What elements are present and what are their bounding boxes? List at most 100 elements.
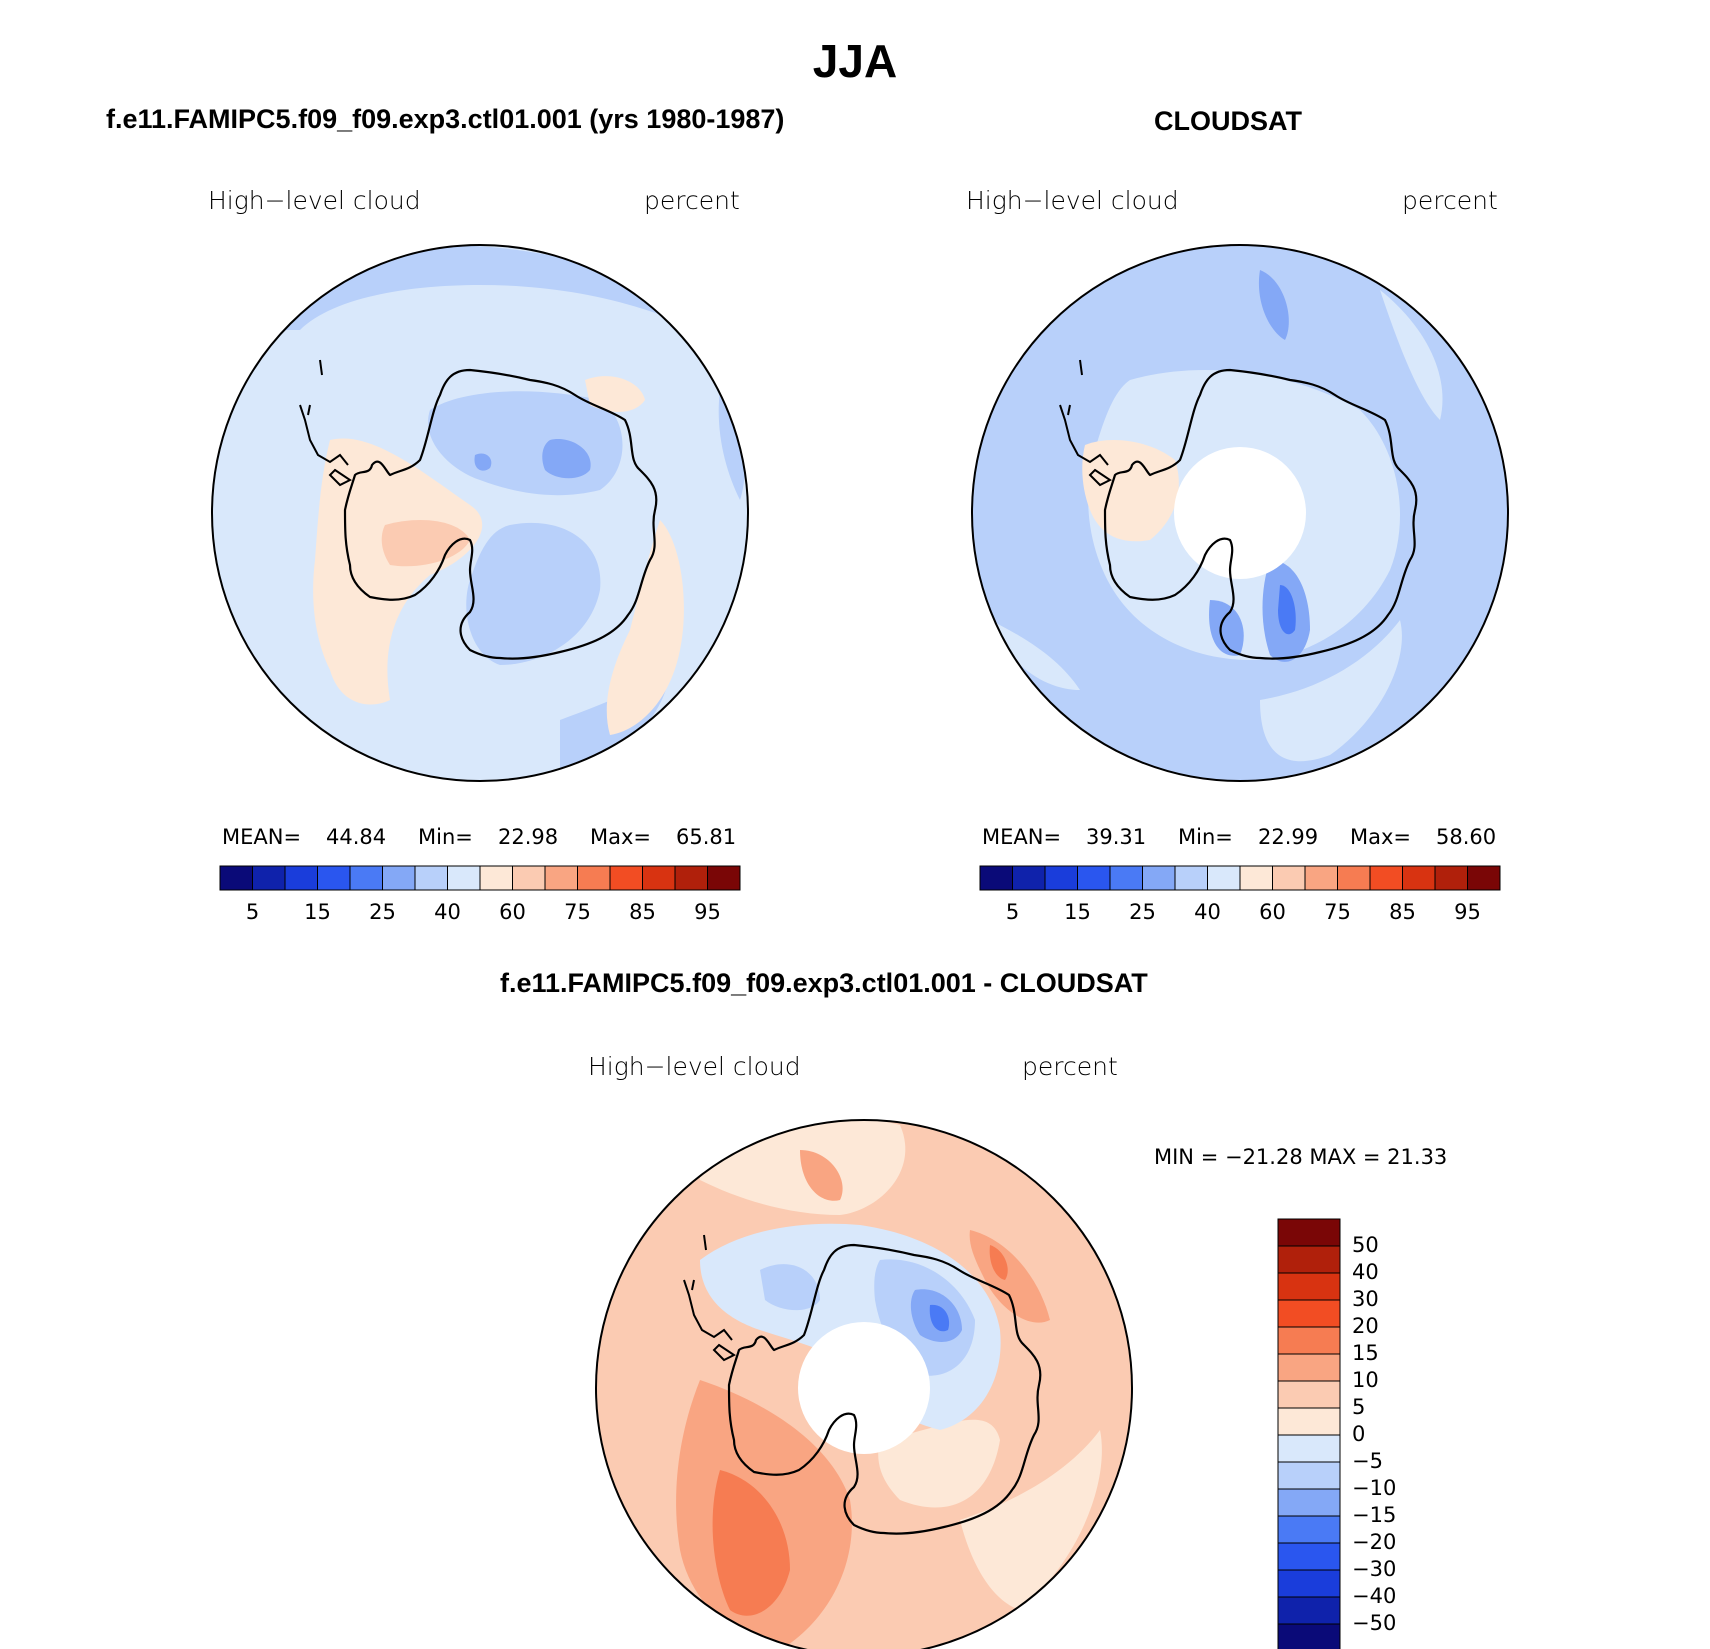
panel-1-max-label: Max= xyxy=(590,825,652,849)
colorbar-cloudsat-tick-label: 60 xyxy=(1259,900,1286,924)
panel-2-min-value: 22.99 xyxy=(1258,825,1319,849)
colorbar-cloudsat-swatch xyxy=(1467,865,1501,891)
map-difference-coastline xyxy=(691,1234,707,1291)
colorbar-model-swatch xyxy=(382,865,416,891)
panel-3-units-label: percent xyxy=(1022,1052,1118,1081)
panel-1-min-value: 22.98 xyxy=(498,825,559,849)
colorbar-model-swatch xyxy=(349,865,383,891)
panel-1-variable-label: High−level cloud xyxy=(208,186,421,215)
map-cloudsat-contour-patch xyxy=(990,620,1080,690)
colorbar-cloudsat-swatch xyxy=(1402,865,1436,891)
panel-2-min-label: Min= xyxy=(1178,825,1233,849)
colorbar-model-tick-label: 95 xyxy=(694,900,721,924)
map-model-contour-patch xyxy=(585,376,645,412)
colorbar-difference-swatch xyxy=(1277,1596,1341,1625)
colorbar-difference-swatch xyxy=(1277,1542,1341,1571)
colorbar-model-swatch xyxy=(512,865,546,891)
colorbar-difference-tick-label: −20 xyxy=(1352,1530,1397,1554)
colorbar-difference-swatch xyxy=(1277,1623,1341,1649)
map-difference-contour-patch xyxy=(760,1264,820,1311)
panel-3-minmax-text: MIN = −21.28 MAX = 21.33 xyxy=(1154,1145,1448,1169)
map-model-contour-patch xyxy=(313,438,483,705)
map-cloudsat-coastline xyxy=(1067,359,1083,416)
map-difference-boundary xyxy=(595,1119,1133,1649)
colorbar-difference-tick-label: −50 xyxy=(1352,1611,1397,1635)
colorbar-cloudsat-swatch xyxy=(979,865,1013,891)
colorbar-cloudsat-swatch xyxy=(1077,865,1111,891)
panel-1-units-label: percent xyxy=(644,186,740,215)
map-model-coastline xyxy=(307,359,323,416)
map-cloudsat-boundary xyxy=(971,244,1509,782)
colorbar-difference-swatch xyxy=(1277,1299,1341,1328)
colorbar-cloudsat-tick-label: 95 xyxy=(1454,900,1481,924)
colorbar-difference-tick-label: 20 xyxy=(1352,1314,1379,1338)
colorbar-difference-tick-label: −15 xyxy=(1352,1503,1397,1527)
colorbar-difference-swatch xyxy=(1277,1326,1341,1355)
colorbar-cloudsat-tick-label: 5 xyxy=(1005,900,1020,924)
colorbar-difference-swatch xyxy=(1277,1434,1341,1463)
colorbar-cloudsat-swatch xyxy=(1337,865,1371,891)
colorbar-model-swatch xyxy=(219,865,253,891)
colorbar-difference-swatch xyxy=(1277,1380,1341,1409)
colorbar-difference-swatch xyxy=(1277,1218,1341,1247)
map-model-coastline xyxy=(299,404,352,487)
panel-2-variable-label: High−level cloud xyxy=(966,186,1179,215)
colorbar-difference-swatch xyxy=(1277,1407,1341,1436)
colorbar-model-swatch xyxy=(609,865,643,891)
panel-1-mean-label: MEAN= xyxy=(222,825,302,849)
map-cloudsat-coastline xyxy=(1103,368,1418,660)
map-difference-contour-patch xyxy=(989,1245,1008,1280)
panel-3-title: f.e11.FAMIPC5.f09_f09.exp3.ctl01.001 - C… xyxy=(500,968,1148,998)
colorbar-cloudsat-tick-label: 15 xyxy=(1064,900,1091,924)
colorbar-difference-tick-label: 0 xyxy=(1352,1422,1366,1446)
colorbar-model-swatch xyxy=(317,865,351,891)
colorbar-difference-tick-label: −30 xyxy=(1352,1557,1397,1581)
map-cloudsat-contour-patch xyxy=(1082,440,1179,542)
colorbar-cloudsat-tick-label: 85 xyxy=(1389,900,1416,924)
colorbar-cloudsat-swatch xyxy=(1369,865,1403,891)
colorbar-difference-tick-label: 5 xyxy=(1352,1395,1366,1419)
colorbar-difference-tick-label: 30 xyxy=(1352,1287,1379,1311)
colorbar-model-swatch xyxy=(252,865,286,891)
map-cloudsat-contour-patch xyxy=(1209,600,1244,656)
map-difference-coastline xyxy=(683,1279,736,1362)
map-model-contour-patch xyxy=(474,453,492,471)
map-model-boundary xyxy=(211,244,749,782)
figure-title: JJA xyxy=(812,35,898,87)
colorbar-cloudsat-swatch xyxy=(1304,865,1338,891)
panel-2-mean-label: MEAN= xyxy=(982,825,1062,849)
map-model-coastline xyxy=(343,368,658,660)
panel-2-mean-value: 39.31 xyxy=(1086,825,1147,849)
colorbar-model-tick-label: 15 xyxy=(304,900,331,924)
colorbar-model-tick-label: 40 xyxy=(434,900,461,924)
map-cloudsat-pole-mask xyxy=(1174,447,1306,579)
panel-1-title: f.e11.FAMIPC5.f09_f09.exp3.ctl01.001 (yr… xyxy=(106,104,785,134)
colorbar-model-swatch xyxy=(674,865,708,891)
colorbar-model-swatch xyxy=(544,865,578,891)
map-difference-contour-patch xyxy=(878,1419,1000,1508)
colorbar-difference-swatch xyxy=(1277,1515,1341,1544)
colorbar-difference-swatch xyxy=(1277,1272,1341,1301)
panel-2-max-label: Max= xyxy=(1350,825,1412,849)
colorbar-difference-tick-label: 10 xyxy=(1352,1368,1379,1392)
map-cloudsat-coastline xyxy=(1059,404,1112,487)
colorbar-difference-tick-label: 15 xyxy=(1352,1341,1379,1365)
colorbar-difference-tick-label: −40 xyxy=(1352,1584,1397,1608)
map-difference-contour-patch xyxy=(960,1430,1102,1610)
colorbar-cloudsat-swatch xyxy=(1207,865,1241,891)
colorbar-cloudsat-swatch xyxy=(1109,865,1143,891)
panel-2-units-label: percent xyxy=(1402,186,1498,215)
map-difference-pole-mask xyxy=(798,1322,930,1454)
map-model-contour-patch xyxy=(381,520,470,567)
map-cloudsat-contour-patch xyxy=(1278,585,1296,635)
map-difference-contour-patch xyxy=(800,1150,843,1201)
colorbar-cloudsat-tick-label: 25 xyxy=(1129,900,1156,924)
panel-2-max-value: 58.60 xyxy=(1436,825,1497,849)
colorbar-difference-tick-label: −10 xyxy=(1352,1476,1397,1500)
colorbar-cloudsat-tick-label: 40 xyxy=(1194,900,1221,924)
colorbar-model-tick-label: 25 xyxy=(369,900,396,924)
colorbar-difference-swatch xyxy=(1277,1569,1341,1598)
colorbar-difference-swatch xyxy=(1277,1461,1341,1490)
